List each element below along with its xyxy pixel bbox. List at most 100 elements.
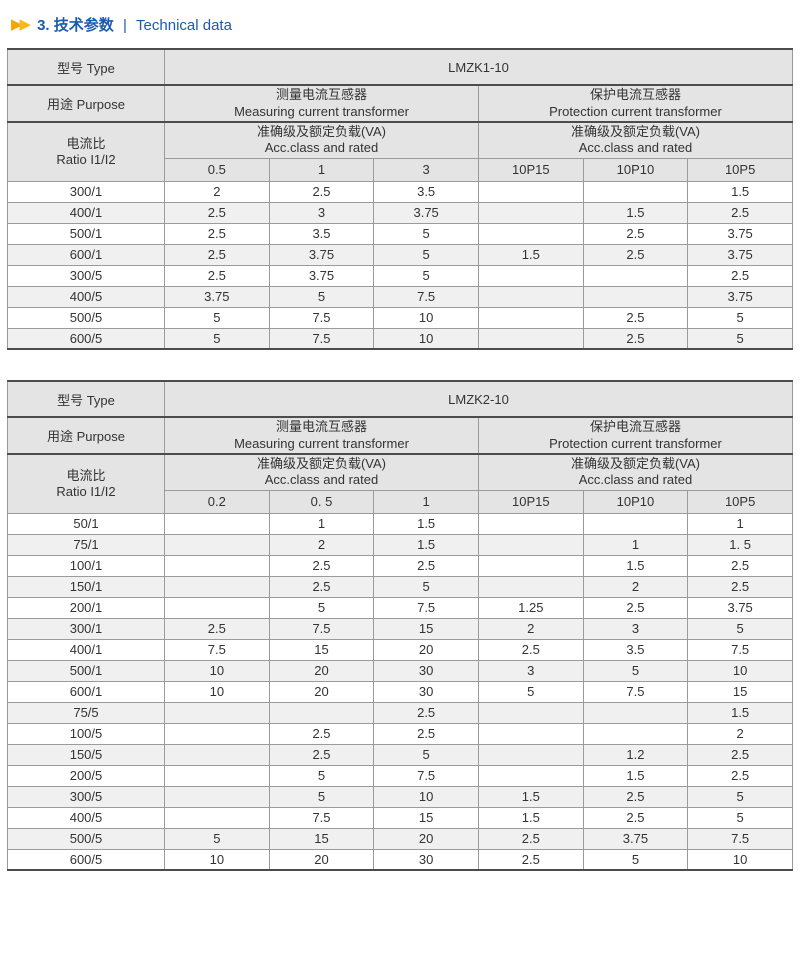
acc-en: Acc.class and rated [264, 472, 379, 488]
value-cell [164, 764, 270, 787]
protection-header-cell: 保护电流互感器 Protection current transformer [477, 84, 794, 123]
class-column-header: 10P10 [582, 157, 689, 182]
value-cell: 1 [582, 533, 689, 556]
value-cell: 5 [687, 806, 793, 829]
type-label-cell: 型号 Type [7, 48, 165, 86]
value-cell: 15 [373, 806, 479, 829]
protection-zh: 保护电流互感器 [589, 87, 681, 103]
ratio-cell: 50/1 [7, 512, 165, 535]
value-cell: 1.5 [477, 785, 584, 808]
table-row: 200/5 5 7.5 1.5 2.5 [7, 764, 793, 787]
value-cell: 7.5 [373, 596, 479, 619]
value-cell: 3.75 [268, 243, 375, 266]
value-cell [477, 327, 584, 350]
acc-zh: 准确级及额定负载(VA) [256, 124, 386, 139]
value-cell: 5 [687, 306, 793, 329]
table-row: 200/1 5 7.5 1.25 2.5 3.75 [7, 596, 793, 619]
value-cell: 2 [687, 722, 793, 745]
ratio-cell: 75/1 [7, 533, 165, 556]
ratio-cell: 75/5 [7, 701, 165, 724]
value-cell: 2.5 [477, 638, 584, 661]
value-cell: 5 [268, 596, 375, 619]
technical-table-2: 型号 Type LMZK2-10 用途 Purpose 测量电流互感器 Meas… [7, 380, 794, 871]
ratio-zh: 电流比 [66, 467, 106, 483]
value-cell: 2.5 [687, 201, 793, 224]
value-cell: 3.75 [582, 827, 689, 850]
value-cell: 10 [164, 680, 270, 703]
value-cell [582, 180, 689, 203]
value-cell: 1.2 [582, 743, 689, 766]
ratio-en: Ratio I1/I2 [56, 483, 116, 499]
table-row: 400/5 3.75 5 7.5 3.75 [7, 285, 793, 308]
class-column-header: 1 [373, 489, 479, 514]
table-row: 300/1 2 2.5 3.5 1.5 [7, 180, 793, 203]
acc-class-measuring-cell: 准确级及额定负载(VA) Acc.class and rated [164, 121, 479, 159]
title-en: Technical data [136, 16, 232, 34]
value-cell: 2 [582, 575, 689, 598]
value-cell: 7.5 [373, 285, 479, 308]
value-cell: 2.5 [687, 554, 793, 577]
value-cell [477, 533, 584, 556]
value-cell [477, 722, 584, 745]
value-cell: 7.5 [268, 806, 375, 829]
acc-zh: 准确级及额定负载(VA) [570, 124, 700, 139]
value-cell: 2.5 [477, 827, 584, 850]
ratio-cell: 600/5 [7, 327, 165, 350]
value-cell: 5 [268, 764, 375, 787]
class-column-header: 0.5 [164, 157, 270, 182]
ratio-cell: 400/1 [7, 638, 165, 661]
class-column-header: 10P10 [582, 489, 689, 514]
value-cell: 2 [164, 180, 270, 203]
acc-class-measuring-cell: 准确级及额定负载(VA) Acc.class and rated [164, 453, 479, 491]
value-cell: 7.5 [268, 617, 375, 640]
value-cell: 7.5 [687, 638, 793, 661]
value-cell: 2.5 [373, 701, 479, 724]
value-cell [164, 701, 270, 724]
value-cell: 3.75 [687, 285, 793, 308]
value-cell: 5 [687, 617, 793, 640]
value-cell: 1. 5 [687, 533, 793, 556]
value-cell: 5 [268, 785, 375, 808]
value-cell: 30 [373, 659, 479, 682]
table-row: 50/1 1 1.5 1 [7, 512, 793, 535]
table-row: 400/1 7.5 15 20 2.5 3.5 7.5 [7, 638, 793, 661]
acc-en: Acc.class and rated [578, 140, 693, 156]
value-cell: 20 [373, 638, 479, 661]
value-cell: 5 [582, 659, 689, 682]
value-cell [477, 180, 584, 203]
value-cell: 2.5 [582, 785, 689, 808]
value-cell: 2.5 [268, 180, 375, 203]
value-cell: 1.5 [477, 806, 584, 829]
ratio-cell: 200/5 [7, 764, 165, 787]
value-cell: 2.5 [373, 554, 479, 577]
value-cell: 3.75 [687, 243, 793, 266]
value-cell: 1.5 [687, 701, 793, 724]
value-cell: 1.5 [687, 180, 793, 203]
ratio-cell: 500/5 [7, 827, 165, 850]
value-cell: 10 [164, 659, 270, 682]
purpose-label-cell: 用途 Purpose [7, 84, 165, 123]
model-cell: LMZK2-10 [164, 380, 793, 418]
value-cell: 5 [268, 285, 375, 308]
value-cell: 1.5 [582, 201, 689, 224]
class-column-header: 0.2 [164, 489, 270, 514]
value-cell: 5 [164, 327, 270, 350]
value-cell: 30 [373, 680, 479, 703]
protection-zh: 保护电流互感器 [589, 419, 681, 435]
table-row: 500/1 10 20 30 3 5 10 [7, 659, 793, 682]
value-cell: 1 [687, 512, 793, 535]
value-cell: 20 [373, 827, 479, 850]
ratio-label-cell: 电流比 Ratio I1/I2 [7, 453, 165, 514]
ratio-cell: 300/1 [7, 617, 165, 640]
value-cell: 3.5 [268, 222, 375, 245]
value-cell [477, 512, 584, 535]
value-cell: 3 [477, 659, 584, 682]
table-row: 300/1 2.5 7.5 15 2 3 5 [7, 617, 793, 640]
value-cell [164, 596, 270, 619]
value-cell: 1 [268, 512, 375, 535]
value-cell: 2.5 [687, 764, 793, 787]
value-cell: 10 [373, 785, 479, 808]
ratio-cell: 500/1 [7, 659, 165, 682]
table-row: 100/5 2.5 2.5 2 [7, 722, 793, 745]
title-zh: 技术参数 [53, 16, 114, 34]
